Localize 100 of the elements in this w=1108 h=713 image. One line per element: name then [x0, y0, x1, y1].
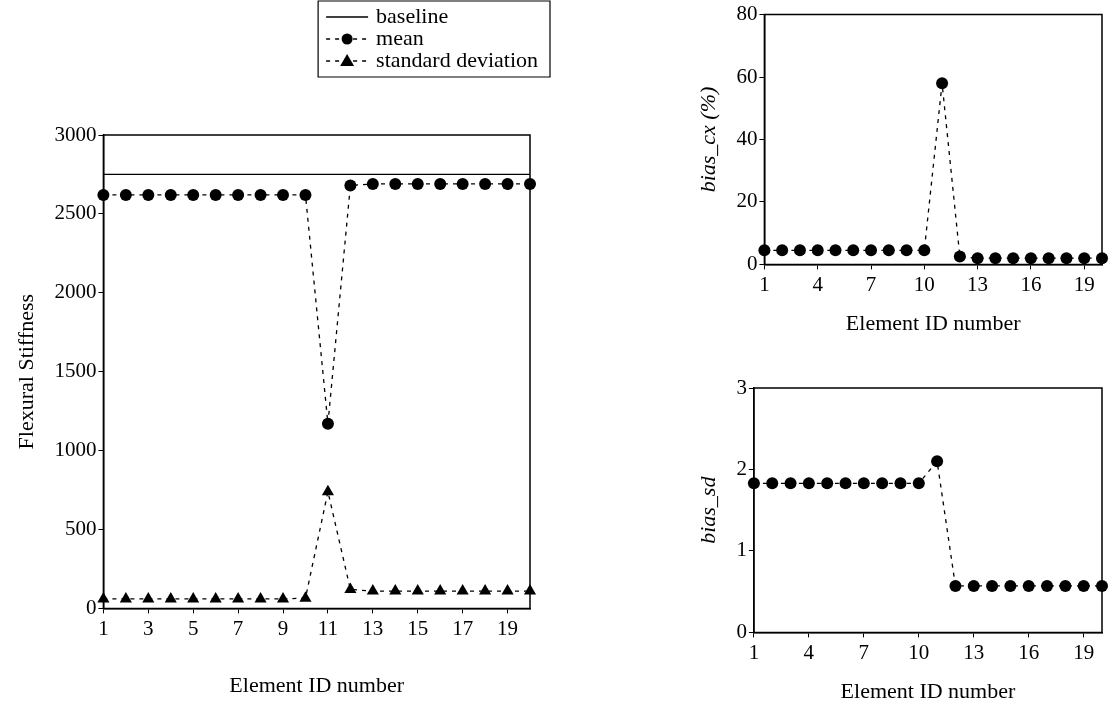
point: [142, 591, 155, 603]
point: [389, 177, 402, 190]
point: [276, 591, 290, 603]
point: [479, 177, 492, 190]
point: [876, 477, 889, 490]
point: [793, 244, 806, 257]
point: [119, 188, 132, 201]
point: [366, 584, 379, 595]
point: [344, 582, 357, 593]
x-tick-label: 11: [317, 615, 339, 640]
x-tick-label: 4: [812, 271, 824, 296]
y-tick-label: 2500: [54, 200, 97, 225]
point: [882, 244, 895, 257]
point: [918, 244, 931, 257]
point: [776, 244, 789, 257]
point: [501, 177, 514, 190]
point: [456, 584, 469, 595]
x-axis-title: Element ID number: [229, 671, 405, 697]
point: [1059, 579, 1072, 592]
point: [164, 591, 177, 603]
y-tick-label: 1000: [54, 437, 97, 462]
point: [829, 244, 842, 257]
x-tick-label: 16: [1020, 271, 1042, 296]
point: [1022, 579, 1035, 592]
x-tick-label: 16: [1018, 639, 1040, 664]
x-tick-label: 13: [362, 615, 384, 640]
point: [479, 584, 492, 595]
y-tick-label: 0: [746, 250, 758, 275]
point: [187, 591, 200, 603]
x-tick-label: 7: [865, 271, 877, 296]
point: [1041, 579, 1054, 592]
x-tick-label: 13: [963, 639, 985, 664]
point: [164, 188, 177, 201]
point: [900, 244, 913, 257]
point: [894, 477, 907, 490]
point: [784, 477, 797, 490]
x-tick-label: 7: [232, 615, 244, 640]
point: [321, 417, 334, 430]
point: [1042, 252, 1055, 265]
point: [321, 484, 334, 496]
y-tick-label: 3: [736, 374, 747, 399]
y-axis-title: bias_sd: [694, 475, 720, 544]
point: [989, 252, 1002, 265]
point: [912, 477, 925, 490]
point: [209, 188, 222, 201]
point: [986, 579, 999, 592]
point: [254, 591, 267, 603]
point: [299, 591, 312, 602]
y-axis-title: Flexural Stiffness: [12, 293, 38, 450]
point: [344, 179, 357, 192]
y-axis-title: bias_cx (%): [694, 86, 720, 193]
point: [232, 591, 245, 603]
point: [967, 579, 980, 592]
x-axis-title: Element ID number: [840, 677, 1016, 703]
x-tick-label: 9: [277, 615, 289, 640]
y-tick-label: 60: [736, 63, 758, 88]
y-tick-label: 20: [736, 188, 758, 213]
point: [802, 477, 815, 490]
point: [299, 188, 312, 201]
x-axis-title: Element ID number: [845, 309, 1022, 335]
point: [254, 188, 267, 201]
y-tick-label: 2000: [54, 279, 97, 304]
point: [865, 244, 878, 257]
point: [847, 244, 860, 257]
y-tick-label: 80: [736, 1, 758, 26]
point: [209, 591, 222, 603]
point: [1078, 252, 1091, 265]
point: [857, 477, 870, 490]
point: [1007, 252, 1020, 265]
point: [936, 77, 949, 90]
y-tick-label: 1: [736, 537, 747, 562]
point: [931, 455, 944, 468]
x-tick-label: 19: [497, 615, 519, 640]
point: [277, 188, 290, 201]
point: [142, 188, 155, 201]
x-tick-label: 15: [407, 615, 429, 640]
point: [949, 579, 962, 592]
x-tick-label: 10: [908, 639, 930, 664]
y-tick-label: 3000: [54, 121, 97, 146]
y-tick-label: 0: [85, 594, 97, 619]
point: [434, 584, 447, 595]
y-tick-label: 1500: [54, 358, 97, 383]
point: [411, 584, 424, 595]
point: [119, 591, 132, 603]
x-tick-label: 19: [1073, 639, 1095, 664]
point: [187, 188, 200, 201]
point: [766, 477, 779, 490]
point: [811, 244, 824, 257]
x-tick-label: 5: [187, 615, 199, 640]
point: [1004, 579, 1017, 592]
point: [821, 477, 834, 490]
point: [501, 584, 514, 595]
x-tick-label: 3: [143, 615, 154, 640]
point: [1060, 252, 1073, 265]
point: [971, 252, 984, 265]
point: [232, 188, 245, 201]
point: [1077, 579, 1090, 592]
x-tick-label: 17: [452, 615, 474, 640]
x-tick-label: 19: [1073, 271, 1095, 296]
y-tick-label: 500: [64, 516, 97, 541]
